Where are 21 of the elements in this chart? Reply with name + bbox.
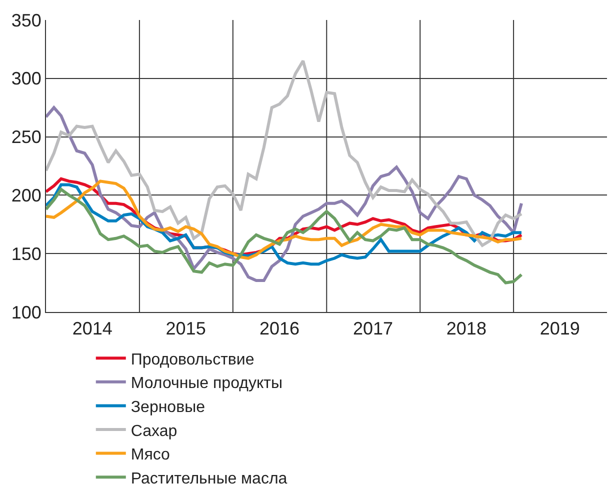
y-tick-label: 250 xyxy=(11,127,42,148)
y-tick-label: 150 xyxy=(11,244,42,264)
y-tick-label: 100 xyxy=(11,302,42,322)
legend-label: Сахар xyxy=(130,422,178,440)
y-tick-label: 350 xyxy=(11,10,42,30)
legend-label: Растительные масла xyxy=(130,470,288,488)
line-series xyxy=(46,106,523,282)
legend-label: Мясо xyxy=(130,446,170,464)
x-tick-label: 2017 xyxy=(352,318,393,339)
legend-label: Продовольствие xyxy=(130,351,254,368)
legend-label: Зерновые xyxy=(130,398,206,416)
legend-label: Молочные продукты xyxy=(130,375,282,392)
y-tick-label: 200 xyxy=(11,186,42,206)
y-tick-label: 300 xyxy=(11,68,42,89)
line-series xyxy=(46,59,523,247)
x-tick-label: 2019 xyxy=(540,318,580,339)
x-tick-label: 2018 xyxy=(446,318,486,339)
x-tick-label: 2014 xyxy=(72,318,112,339)
x-tick-label: 2016 xyxy=(259,318,300,339)
line-series xyxy=(46,188,523,284)
x-tick-label: 2015 xyxy=(166,318,206,339)
